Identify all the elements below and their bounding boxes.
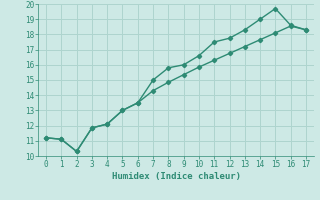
X-axis label: Humidex (Indice chaleur): Humidex (Indice chaleur) [111,172,241,181]
